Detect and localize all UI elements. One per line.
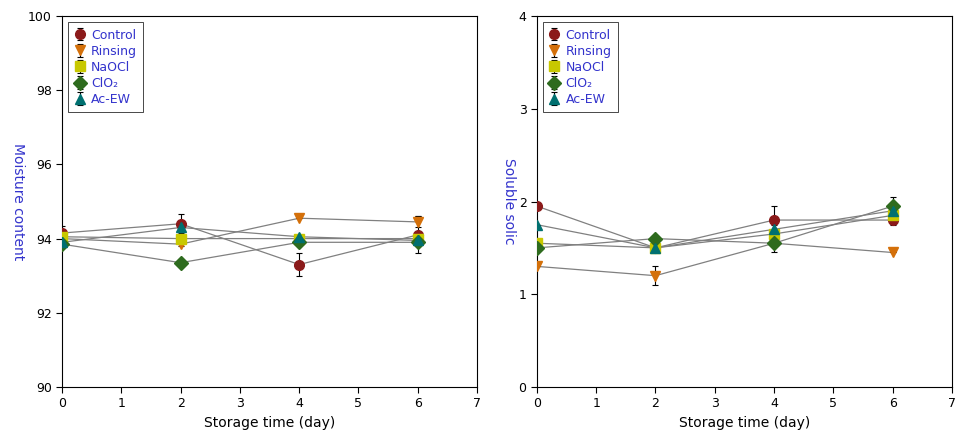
- X-axis label: Storage time (day): Storage time (day): [204, 416, 336, 430]
- Legend: Control, Rinsing, NaOCl, ClO₂, Ac-EW: Control, Rinsing, NaOCl, ClO₂, Ac-EW: [543, 22, 618, 112]
- Y-axis label: Soluble solic: Soluble solic: [502, 158, 515, 245]
- Legend: Control, Rinsing, NaOCl, ClO₂, Ac-EW: Control, Rinsing, NaOCl, ClO₂, Ac-EW: [69, 22, 143, 112]
- X-axis label: Storage time (day): Storage time (day): [679, 416, 810, 430]
- Y-axis label: Moisture content: Moisture content: [11, 143, 25, 260]
